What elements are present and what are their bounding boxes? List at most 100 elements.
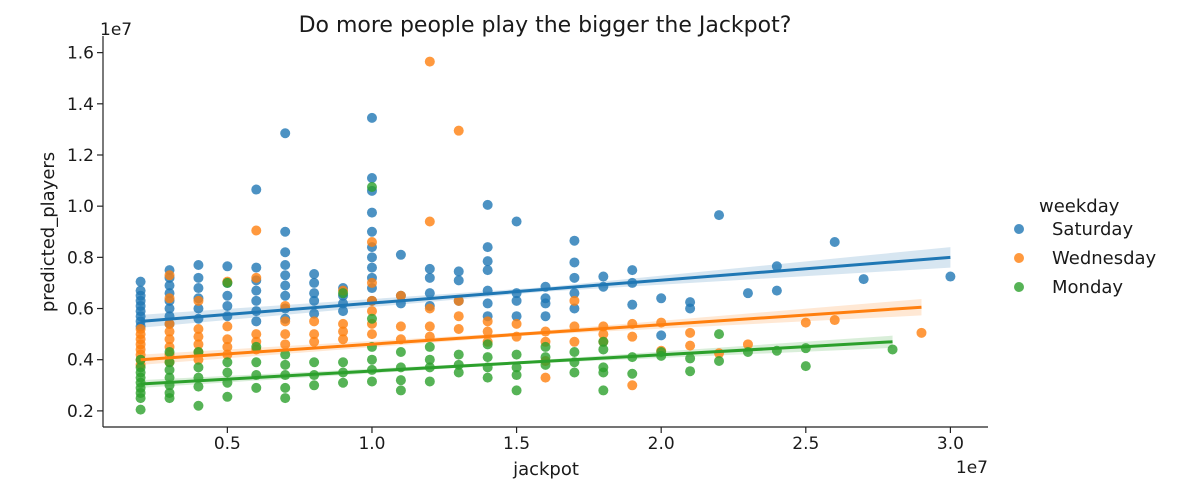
y-tick-label: 1.6 [67, 44, 94, 64]
y-axis-ticks: 0.2 0.4 0.6 0.8 1.0 1.2 1.4 1.6 [67, 44, 103, 422]
y-tick-label: 1.2 [67, 146, 94, 166]
data-point [251, 262, 262, 273]
data-point [222, 367, 233, 378]
data-point [395, 385, 406, 396]
data-point [366, 329, 377, 340]
data-point [222, 334, 233, 345]
data-point [309, 357, 320, 368]
data-point [164, 293, 175, 304]
data-point [251, 382, 262, 393]
legend-title: weekday [1039, 196, 1120, 217]
data-point [800, 317, 811, 328]
data-point [280, 359, 291, 370]
data-point [569, 347, 580, 358]
data-point [164, 372, 175, 383]
data-point [164, 326, 175, 337]
data-point [685, 366, 696, 377]
data-point [511, 385, 522, 396]
data-point [164, 347, 175, 358]
data-point [482, 316, 493, 327]
data-point [424, 354, 435, 365]
data-point [366, 354, 377, 365]
data-point [164, 280, 175, 291]
data-point [424, 56, 435, 67]
data-point [945, 271, 956, 282]
x-tick-label: 1.5 [503, 434, 530, 454]
y-tick-label: 1.4 [67, 95, 94, 115]
data-point [338, 288, 349, 299]
data-point [222, 321, 233, 332]
data-point [193, 339, 204, 350]
data-point [395, 290, 406, 301]
data-point [569, 288, 580, 299]
data-point [251, 225, 262, 236]
data-point [829, 236, 840, 247]
data-point [685, 303, 696, 314]
data-point [309, 277, 320, 288]
legend: weekday Saturday Wednesday Monday [1014, 196, 1157, 298]
data-point [569, 235, 580, 246]
legend-marker [1014, 253, 1024, 263]
data-point [424, 341, 435, 352]
x-tick-label: 2.5 [792, 434, 819, 454]
data-point [222, 277, 233, 288]
data-point [424, 376, 435, 387]
data-point [222, 357, 233, 368]
regression-line [140, 305, 922, 362]
data-point [453, 311, 464, 322]
data-point [685, 353, 696, 364]
data-point [656, 293, 667, 304]
data-point [366, 376, 377, 387]
data-point [222, 341, 233, 352]
data-point [511, 349, 522, 360]
data-point [598, 271, 609, 282]
data-point [222, 300, 233, 311]
data-point [453, 349, 464, 360]
data-point [366, 112, 377, 123]
data-point [569, 303, 580, 314]
data-point [366, 226, 377, 237]
data-point [280, 339, 291, 350]
legend-marker [1014, 282, 1024, 292]
data-point [338, 306, 349, 317]
data-point [887, 344, 898, 355]
y-axis-label: predicted_players [38, 152, 59, 312]
data-point [338, 318, 349, 329]
chart-title: Do more people play the bigger the Jackp… [299, 13, 792, 38]
data-point [366, 181, 377, 192]
data-point [309, 329, 320, 340]
data-point [251, 272, 262, 283]
data-point [135, 404, 146, 415]
x-axis-label: jackpot [512, 459, 579, 480]
data-point [366, 173, 377, 184]
data-point [395, 249, 406, 260]
data-point [482, 256, 493, 267]
data-point [627, 331, 638, 342]
data-point [280, 128, 291, 139]
data-point [742, 288, 753, 299]
data-point [685, 340, 696, 351]
data-point [829, 315, 840, 326]
data-point [164, 334, 175, 345]
data-point [193, 295, 204, 306]
data-point [424, 303, 435, 314]
data-point [598, 385, 609, 396]
data-point [280, 329, 291, 340]
data-point [453, 367, 464, 378]
data-point [482, 242, 493, 253]
data-point [540, 311, 551, 322]
data-point [598, 367, 609, 378]
data-point [193, 381, 204, 392]
data-point [511, 216, 522, 227]
data-point [164, 364, 175, 375]
data-point [251, 184, 262, 195]
data-point [193, 323, 204, 334]
data-point [222, 391, 233, 402]
data-point [280, 393, 291, 404]
data-point [540, 372, 551, 383]
data-point [771, 261, 782, 272]
data-point [424, 288, 435, 299]
data-point [482, 339, 493, 350]
regression-line [140, 340, 893, 386]
